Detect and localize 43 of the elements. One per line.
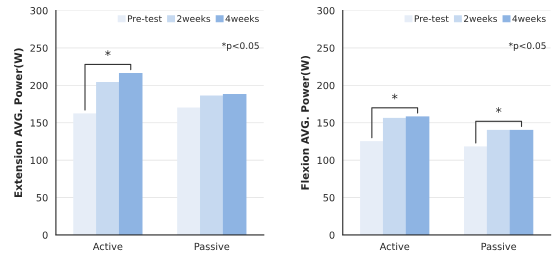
bar bbox=[486, 130, 510, 235]
x-tick-label: Active bbox=[92, 242, 122, 250]
x-tick-label: Active bbox=[380, 242, 410, 250]
annotation: *p<0.05 bbox=[222, 42, 259, 51]
bar bbox=[510, 130, 534, 235]
bar bbox=[406, 116, 430, 235]
legend-label: 4weeks bbox=[512, 15, 546, 22]
y-tick-label: 200 bbox=[317, 82, 334, 90]
annotation: * bbox=[496, 107, 502, 113]
y-tick-label: 250 bbox=[30, 44, 48, 52]
y-tick-label: 50 bbox=[36, 194, 48, 202]
bar bbox=[118, 73, 143, 235]
y-tick-label: 300 bbox=[30, 7, 48, 14]
annotation: * bbox=[105, 50, 111, 56]
bar bbox=[222, 94, 246, 235]
bar bbox=[360, 141, 384, 235]
y-tick-label: 0 bbox=[42, 231, 48, 239]
y-tick-label: 100 bbox=[318, 156, 334, 164]
bar bbox=[464, 146, 488, 235]
y-tick-label: 300 bbox=[317, 7, 334, 14]
y-tick-label: 150 bbox=[318, 119, 334, 127]
y-axis-title: Extension AVG. Power(W) bbox=[14, 48, 24, 198]
y-tick-label: 100 bbox=[30, 156, 48, 164]
x-tick-label: Passive bbox=[194, 242, 230, 250]
y-tick-label: 50 bbox=[323, 194, 334, 202]
y-tick-label: 250 bbox=[317, 44, 334, 52]
legend-label: Pre-test bbox=[128, 15, 162, 22]
y-axis-title: Flexion AVG. Power(W) bbox=[300, 56, 310, 190]
y-tick-label: 200 bbox=[30, 82, 48, 90]
bar bbox=[177, 107, 201, 235]
annotation: * bbox=[392, 94, 398, 100]
legend-label: 4weeks bbox=[226, 15, 259, 22]
bar bbox=[382, 118, 406, 235]
y-tick-label: 150 bbox=[30, 119, 48, 127]
bar bbox=[200, 95, 224, 235]
bar bbox=[73, 113, 97, 235]
annotation: *p<0.05 bbox=[508, 42, 546, 51]
legend-label: 2weeks bbox=[464, 15, 498, 22]
legend-label: 2weeks bbox=[177, 15, 210, 22]
x-tick-label: Passive bbox=[482, 242, 516, 250]
y-tick-label: 0 bbox=[330, 231, 334, 239]
legend-label: Pre-test bbox=[414, 15, 449, 22]
bar bbox=[96, 82, 120, 235]
